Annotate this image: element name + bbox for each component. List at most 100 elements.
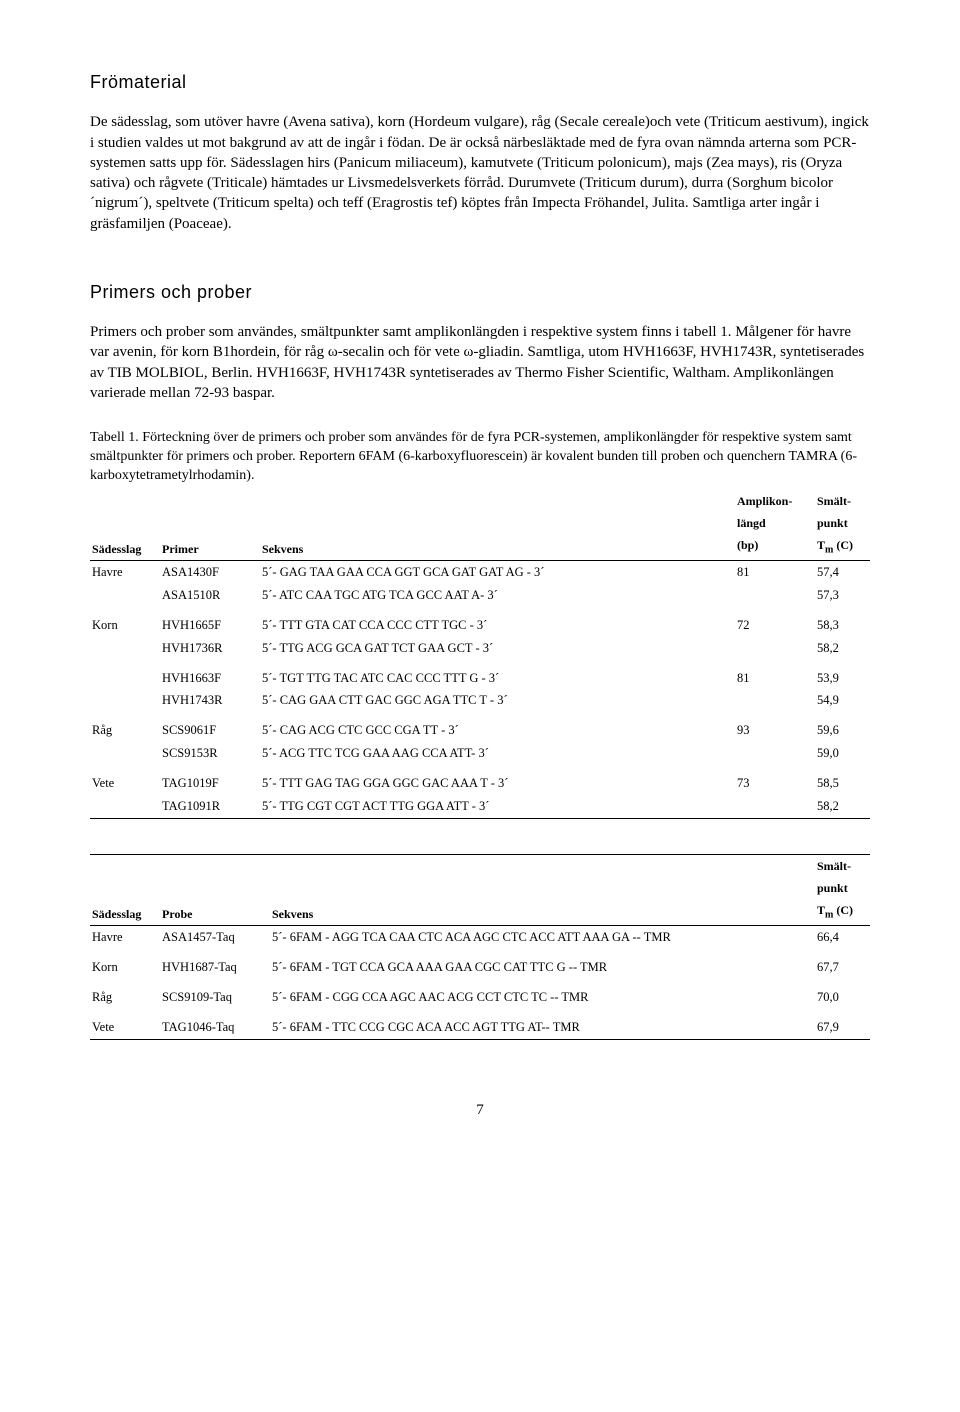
table-row: RågSCS9109-Taq5´- 6FAM - CGG CCA AGC AAC… — [90, 979, 870, 1009]
th-amp-l3: (bp) — [735, 534, 815, 560]
cell-tm: 57,3 — [815, 584, 870, 607]
cell-seq: 5´- ACG TTC TCG GAA AAG CCA ATT- 3´ — [260, 742, 735, 765]
section-heading-primers: Primers och prober — [90, 280, 870, 304]
th-amp-l1: Amplikon- — [735, 490, 815, 512]
cell-tm: 58,2 — [815, 637, 870, 660]
th-primer: Primer — [160, 490, 260, 561]
cell-tm: 67,9 — [815, 1009, 870, 1039]
cell-grain: Korn — [90, 949, 160, 979]
cell-probe: ASA1457-Taq — [160, 926, 270, 949]
table-row: KornHVH1687-Taq5´- 6FAM - TGT CCA GCA AA… — [90, 949, 870, 979]
table-row: VeteTAG1019F5´- TTT GAG TAG GGA GGC GAC … — [90, 765, 870, 795]
th-amp-l2: längd — [735, 512, 815, 534]
page-number: 7 — [90, 1100, 870, 1120]
table-primers: Sädesslag Primer Sekvens Amplikon- Smält… — [90, 490, 870, 819]
cell-amp: 72 — [735, 607, 815, 637]
table-probes: Sädesslag Probe Sekvens Smält- punkt Tm … — [90, 854, 870, 1040]
cell-seq: 5´- 6FAM - AGG TCA CAA CTC ACA AGC CTC A… — [270, 926, 815, 949]
cell-primer: HVH1665F — [160, 607, 260, 637]
cell-grain — [90, 584, 160, 607]
table1-caption: Tabell 1. Förteckning över de primers oc… — [90, 429, 870, 486]
table-row: SCS9153R5´- ACG TTC TCG GAA AAG CCA ATT-… — [90, 742, 870, 765]
cell-amp: 73 — [735, 765, 815, 795]
cell-grain: Vete — [90, 765, 160, 795]
primers-paragraph: Primers och prober som användes, smältpu… — [90, 322, 870, 403]
cell-grain: Vete — [90, 1009, 160, 1039]
cell-grain: Råg — [90, 712, 160, 742]
table-row: HavreASA1457-Taq5´- 6FAM - AGG TCA CAA C… — [90, 926, 870, 949]
cell-tm: 59,6 — [815, 712, 870, 742]
table-row: HVH1743R5´- CAG GAA CTT GAC GGC AGA TTC … — [90, 689, 870, 712]
cell-seq: 5´- 6FAM - TTC CCG CGC ACA ACC AGT TTG A… — [270, 1009, 815, 1039]
cell-primer: ASA1430F — [160, 561, 260, 584]
fromaterial-paragraph: De sädesslag, som utöver havre (Avena sa… — [90, 112, 870, 234]
cell-primer: HVH1736R — [160, 637, 260, 660]
cell-probe: TAG1046-Taq — [160, 1009, 270, 1039]
cell-seq: 5´- TTG CGT CGT ACT TTG GGA ATT - 3´ — [260, 795, 735, 818]
cell-tm: 57,4 — [815, 561, 870, 584]
cell-grain — [90, 637, 160, 660]
cell-amp — [735, 742, 815, 765]
cell-tm: 58,5 — [815, 765, 870, 795]
cell-tm: 58,2 — [815, 795, 870, 818]
cell-seq: 5´- TGT TTG TAC ATC CAC CCC TTT G - 3´ — [260, 660, 735, 690]
th2-tm-l3: Tm (C) — [815, 899, 870, 925]
th2-seq: Sekvens — [270, 854, 815, 925]
cell-seq: 5´- TTT GAG TAG GGA GGC GAC AAA T - 3´ — [260, 765, 735, 795]
table-row: ASA1510R5´- ATC CAA TGC ATG TCA GCC AAT … — [90, 584, 870, 607]
cell-seq: 5´- ATC CAA TGC ATG TCA GCC AAT A- 3´ — [260, 584, 735, 607]
cell-grain: Havre — [90, 561, 160, 584]
cell-primer: TAG1091R — [160, 795, 260, 818]
cell-tm: 66,4 — [815, 926, 870, 949]
cell-amp: 81 — [735, 561, 815, 584]
th2-tm-l1: Smält- — [815, 854, 870, 877]
cell-seq: 5´- TTT GTA CAT CCA CCC CTT TGC - 3´ — [260, 607, 735, 637]
cell-tm: 67,7 — [815, 949, 870, 979]
cell-grain: Havre — [90, 926, 160, 949]
cell-grain: Korn — [90, 607, 160, 637]
th-tm-l2: punkt — [815, 512, 870, 534]
cell-amp — [735, 584, 815, 607]
cell-seq: 5´- 6FAM - TGT CCA GCA AAA GAA CGC CAT T… — [270, 949, 815, 979]
th-tm-l1: Smält- — [815, 490, 870, 512]
cell-probe: SCS9109-Taq — [160, 979, 270, 1009]
cell-probe: HVH1687-Taq — [160, 949, 270, 979]
cell-tm: 59,0 — [815, 742, 870, 765]
cell-amp — [735, 689, 815, 712]
cell-seq: 5´- GAG TAA GAA CCA GGT GCA GAT GAT AG -… — [260, 561, 735, 584]
cell-tm: 58,3 — [815, 607, 870, 637]
th-grain: Sädesslag — [90, 490, 160, 561]
cell-grain — [90, 660, 160, 690]
th2-tm-l2: punkt — [815, 877, 870, 899]
th2-grain: Sädesslag — [90, 854, 160, 925]
cell-amp: 81 — [735, 660, 815, 690]
table-row: HavreASA1430F5´- GAG TAA GAA CCA GGT GCA… — [90, 561, 870, 584]
cell-primer: ASA1510R — [160, 584, 260, 607]
cell-amp — [735, 795, 815, 818]
cell-tm: 70,0 — [815, 979, 870, 1009]
cell-grain — [90, 795, 160, 818]
cell-seq: 5´- TTG ACG GCA GAT TCT GAA GCT - 3´ — [260, 637, 735, 660]
th-seq: Sekvens — [260, 490, 735, 561]
table-row: RågSCS9061F5´- CAG ACG CTC GCC CGA TT - … — [90, 712, 870, 742]
cell-amp: 93 — [735, 712, 815, 742]
cell-primer: HVH1743R — [160, 689, 260, 712]
table-row: HVH1663F5´- TGT TTG TAC ATC CAC CCC TTT … — [90, 660, 870, 690]
cell-seq: 5´- 6FAM - CGG CCA AGC AAC ACG CCT CTC T… — [270, 979, 815, 1009]
cell-primer: TAG1019F — [160, 765, 260, 795]
cell-primer: SCS9153R — [160, 742, 260, 765]
table-row: TAG1091R5´- TTG CGT CGT ACT TTG GGA ATT … — [90, 795, 870, 818]
cell-amp — [735, 637, 815, 660]
table-row: KornHVH1665F5´- TTT GTA CAT CCA CCC CTT … — [90, 607, 870, 637]
cell-primer: SCS9061F — [160, 712, 260, 742]
cell-tm: 53,9 — [815, 660, 870, 690]
cell-grain — [90, 742, 160, 765]
th-tm-l3: Tm (C) — [815, 534, 870, 560]
cell-grain — [90, 689, 160, 712]
cell-tm: 54,9 — [815, 689, 870, 712]
th2-probe: Probe — [160, 854, 270, 925]
section-heading-fromaterial: Frömaterial — [90, 70, 870, 94]
table-row: VeteTAG1046-Taq5´- 6FAM - TTC CCG CGC AC… — [90, 1009, 870, 1039]
cell-primer: HVH1663F — [160, 660, 260, 690]
cell-seq: 5´- CAG ACG CTC GCC CGA TT - 3´ — [260, 712, 735, 742]
